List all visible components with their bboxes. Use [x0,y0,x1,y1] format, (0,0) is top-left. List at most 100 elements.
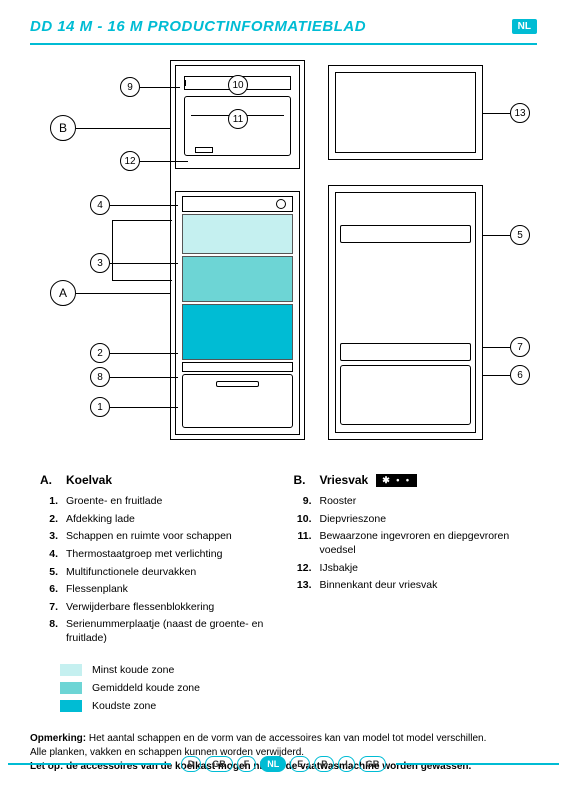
item-text: Rooster [320,495,357,509]
lang-flag-e[interactable]: E [290,756,310,772]
crisper-drawer [182,374,293,428]
item-text: Bewaarzone ingevroren en diepgevroren vo… [320,530,528,557]
section-b: B. Vriesvak ✱ • • 9. Rooster 10.Diepvriesz… [294,473,528,650]
shelf-zone-cold [182,304,293,360]
item-number: 6. [40,583,58,597]
diagram: B 9 12 4 3 A 2 8 1 10 11 13 5 7 6 [30,55,537,455]
freezer-star-badge: ✱ • • [376,474,417,487]
item-number: 9. [294,495,312,509]
section-a-title: Koelvak [66,473,112,487]
list-item: 4. Thermostaatgroep met verlichting [40,548,274,562]
lang-flag-gb[interactable]: GB [205,756,233,772]
fridge-door [328,185,483,440]
callout-3: 3 [90,253,110,273]
list-item: 5. Multifunctionele deurvakken [40,566,274,580]
footer: DGBFNLEPIGR [0,756,567,772]
list-item: 13. Binnenkant deur vriesvak [294,579,528,593]
note-line1: Het aantal schappen en de vorm van de ac… [86,733,486,744]
callout-13: 13 [510,103,530,123]
callout-1: 1 [90,397,110,417]
section-a-list: 1. Groente- en fruitlade 2.Afdekking lade 3… [40,495,274,646]
list-item: 1. Groente- en fruitlade [40,495,274,509]
list-item: 10.Diepvrieszone [294,513,528,527]
callout-4: 4 [90,195,110,215]
legend-row: Koudste zone [60,700,507,712]
lang-flag-f[interactable]: F [237,756,257,772]
item-text: Flessenplank [66,583,128,597]
callout-B: B [50,115,76,141]
list-item: 11. Bewaarzone ingevroren en diepgevroren… [294,530,528,557]
zone-legend: Minst koude zone Gemiddeld koude zone Koud… [0,650,567,712]
section-b-list: 9. Rooster 10.Diepvrieszone 11. Bewaarzone i… [294,495,528,593]
fridge-compartment [175,191,300,435]
language-badge: NL [512,19,537,34]
thermostat [182,196,293,212]
bottle-lock [340,343,471,361]
legend-row: Gemiddeld koude zone [60,682,507,694]
list-item: 9. Rooster [294,495,528,509]
callout-A: A [50,280,76,306]
language-flags: DGBFNLEPIGR [181,756,387,772]
door-shelf-top [340,225,471,243]
item-text: Multifunctionele deurvakken [66,566,196,580]
ice-tray-icon [195,147,213,153]
content-columns: A. Koelvak 1.Groente- en fruitlade2.Afde… [0,455,567,650]
drawer-cover [182,362,293,372]
section-b-letter: B. [294,473,312,487]
freezer-door [328,65,483,160]
item-text: Thermostaatgroep met verlichting [66,548,222,562]
item-number: 4. [40,548,58,562]
list-item: 6. Flessenplank [40,583,274,597]
list-item: 2.Afdekking lade [40,513,274,527]
section-a: A. Koelvak 1.Groente- en fruitlade2.Afde… [40,473,274,650]
item-number: 13. [294,579,312,593]
lang-flag-nl[interactable]: NL [260,756,286,772]
item-text: Serienummerplaatje (naast de groente- en… [66,618,274,645]
callout-6: 6 [510,365,530,385]
item-number: 7. [40,601,58,615]
item-text: Groente- en fruitlade [66,495,162,509]
item-number: 10. [294,513,312,527]
legend-swatch [60,682,82,694]
item-text: Binnenkant deur vriesvak [320,579,438,593]
shelf-zone-light [182,214,293,254]
item-number: 11. [294,530,312,557]
callout-2: 2 [90,343,110,363]
list-item: 7.Verwijderbare flessenblokkering [40,601,274,615]
lang-flag-d[interactable]: D [181,756,202,772]
callout-8: 8 [90,367,110,387]
legend-label: Gemiddeld koude zone [92,682,200,694]
callout-7: 7 [510,337,530,357]
legend-swatch [60,700,82,712]
shelf-zone-mid [182,256,293,302]
callout-11: 11 [228,109,248,129]
list-item: 3. Schappen en ruimte voor schappen [40,530,274,544]
item-text: Afdekking lade [66,513,135,527]
bottle-shelf [340,365,471,425]
callout-12: 12 [120,151,140,171]
callout-5: 5 [510,225,530,245]
page-title: DD 14 M - 16 M PRODUCTINFORMATIEBLAD [30,18,366,35]
item-text: Schappen en ruimte voor schappen [66,530,232,544]
list-item: 12. IJsbakje [294,562,528,576]
item-number: 8. [40,618,58,645]
lang-flag-gr[interactable]: GR [359,756,387,772]
item-number: 5. [40,566,58,580]
item-number: 1. [40,495,58,509]
lang-flag-i[interactable]: I [338,756,355,772]
legend-row: Minst koude zone [60,664,507,676]
callout-10: 10 [228,75,248,95]
list-item: 8. Serienummerplaatje (naast de groente- … [40,618,274,645]
section-b-title: Vriesvak [320,473,369,487]
header-rule [30,43,537,45]
legend-swatch [60,664,82,676]
item-number: 3. [40,530,58,544]
legend-label: Minst koude zone [92,664,174,676]
item-number: 12. [294,562,312,576]
item-text: IJsbakje [320,562,359,576]
header: DD 14 M - 16 M PRODUCTINFORMATIEBLAD NL [0,0,567,43]
legend-label: Koudste zone [92,700,156,712]
lang-flag-p[interactable]: P [314,756,334,772]
note-label: Opmerking: [30,733,86,744]
callout-9: 9 [120,77,140,97]
